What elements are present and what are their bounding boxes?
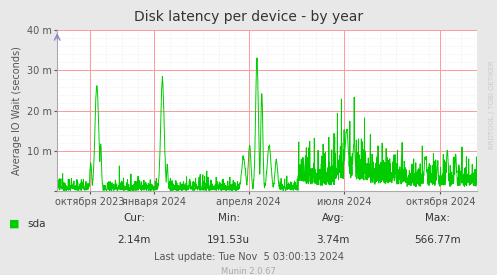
Text: Munin 2.0.67: Munin 2.0.67 — [221, 267, 276, 275]
Text: Max:: Max: — [425, 213, 450, 223]
Text: 3.74m: 3.74m — [316, 235, 350, 245]
Text: sda: sda — [27, 219, 46, 229]
Text: 566.77m: 566.77m — [414, 235, 461, 245]
Text: Cur:: Cur: — [123, 213, 145, 223]
Text: Min:: Min: — [218, 213, 240, 223]
Text: ■: ■ — [9, 219, 19, 229]
Text: 2.14m: 2.14m — [117, 235, 151, 245]
Text: Disk latency per device - by year: Disk latency per device - by year — [134, 10, 363, 24]
Text: Last update: Tue Nov  5 03:00:13 2024: Last update: Tue Nov 5 03:00:13 2024 — [154, 252, 343, 262]
Text: RRDTOOL / TOBI OETIKER: RRDTOOL / TOBI OETIKER — [489, 60, 495, 149]
Y-axis label: Average IO Wait (seconds): Average IO Wait (seconds) — [12, 46, 22, 175]
Text: Avg:: Avg: — [322, 213, 344, 223]
Text: 191.53u: 191.53u — [207, 235, 250, 245]
